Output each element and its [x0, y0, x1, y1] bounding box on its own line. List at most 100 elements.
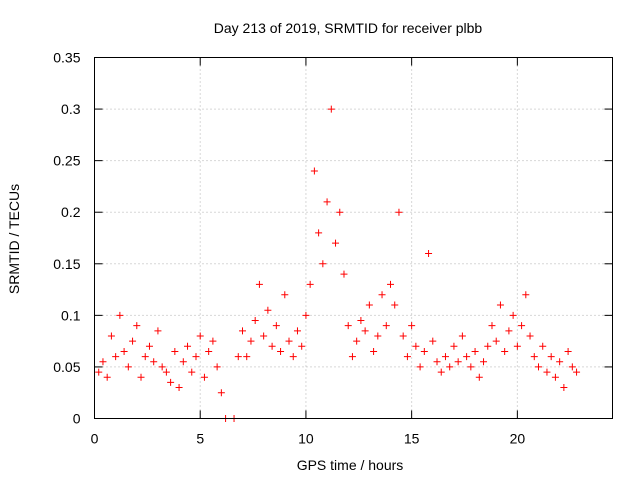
- data-point: [539, 342, 547, 350]
- data-point: [217, 389, 225, 397]
- y-tick-label: 0.25: [53, 153, 80, 169]
- data-point: [141, 353, 149, 361]
- data-point: [353, 337, 361, 345]
- data-point: [340, 270, 348, 278]
- data-point: [526, 332, 534, 340]
- data-point: [568, 363, 576, 371]
- data-point: [471, 347, 479, 355]
- data-point: [496, 301, 504, 309]
- data-point: [264, 306, 272, 314]
- data-point: [513, 342, 521, 350]
- data-point: [247, 337, 255, 345]
- data-point: [192, 353, 200, 361]
- data-point: [564, 347, 572, 355]
- data-point: [179, 358, 187, 366]
- chart-title: Day 213 of 2019, SRMTID for receiver plb…: [214, 20, 483, 36]
- data-point: [450, 342, 458, 350]
- grid: [94, 57, 613, 419]
- data-point: [239, 327, 246, 335]
- data-point: [454, 358, 462, 366]
- data-point: [429, 337, 437, 345]
- data-point: [543, 368, 551, 376]
- data-point: [315, 229, 323, 237]
- data-point: [556, 358, 564, 366]
- y-axis-title: SRMTID / TECUs: [6, 184, 22, 294]
- data-point: [387, 280, 394, 288]
- data-point: [293, 327, 301, 335]
- y-tick-label: 0.05: [53, 359, 80, 375]
- data-point: [446, 363, 454, 371]
- data-point: [255, 280, 263, 288]
- data-point: [213, 363, 221, 371]
- data-point: [433, 358, 441, 366]
- x-tick-label: 5: [196, 431, 204, 447]
- data-points: [95, 105, 581, 422]
- data-point: [289, 353, 297, 361]
- data-point: [323, 198, 331, 206]
- data-point: [441, 353, 449, 361]
- data-point: [120, 347, 128, 355]
- data-point: [518, 322, 526, 330]
- data-point: [501, 347, 509, 355]
- data-point: [357, 317, 365, 325]
- data-point: [505, 327, 513, 335]
- data-point: [480, 358, 488, 366]
- data-point: [382, 322, 390, 330]
- data-point: [420, 347, 428, 355]
- data-point: [475, 373, 483, 381]
- data-point: [467, 363, 475, 371]
- plot-frame: [94, 57, 613, 419]
- data-point: [243, 353, 251, 361]
- data-point: [403, 353, 411, 361]
- data-point: [200, 373, 208, 381]
- data-point: [547, 353, 555, 361]
- data-point: [365, 301, 373, 309]
- y-tick-label: 0.2: [61, 204, 81, 220]
- data-point: [129, 337, 137, 345]
- y-tick-labels: 0 0.05 0.1 0.15 0.2 0.25 0.3 0.35: [53, 50, 80, 427]
- data-point: [196, 332, 204, 340]
- x-tick-labels: 0 5 10 15 20: [91, 431, 526, 447]
- data-point: [234, 353, 242, 361]
- data-point: [332, 239, 340, 247]
- data-point: [158, 363, 166, 371]
- data-point: [336, 208, 344, 216]
- data-point: [268, 342, 276, 350]
- data-point: [361, 327, 369, 335]
- data-point: [535, 363, 542, 371]
- data-point: [412, 342, 420, 350]
- data-point: [425, 249, 433, 257]
- data-point: [348, 353, 356, 361]
- data-point: [298, 342, 306, 350]
- data-point: [551, 373, 559, 381]
- data-point: [530, 353, 538, 361]
- data-point: [209, 337, 217, 345]
- data-point: [374, 332, 382, 340]
- data-point: [188, 368, 196, 376]
- y-tick-label: 0.3: [61, 101, 81, 117]
- data-point: [573, 368, 581, 376]
- data-point: [103, 373, 111, 381]
- data-point: [522, 291, 530, 299]
- data-point: [281, 291, 289, 299]
- x-tick-label: 20: [510, 431, 526, 447]
- data-point: [277, 347, 285, 355]
- data-point: [150, 358, 158, 366]
- data-point: [416, 363, 424, 371]
- data-point: [124, 363, 132, 371]
- data-point: [458, 332, 466, 340]
- data-point: [437, 368, 445, 376]
- data-point: [154, 327, 162, 335]
- data-point: [116, 311, 124, 319]
- data-point: [344, 322, 352, 330]
- data-point: [395, 208, 403, 216]
- data-point: [137, 373, 145, 381]
- y-tick-label: 0: [73, 411, 81, 427]
- data-point: [107, 332, 115, 340]
- data-point: [560, 384, 568, 392]
- data-point: [378, 291, 386, 299]
- data-point: [310, 167, 318, 175]
- data-point: [399, 332, 407, 340]
- data-point: [171, 347, 179, 355]
